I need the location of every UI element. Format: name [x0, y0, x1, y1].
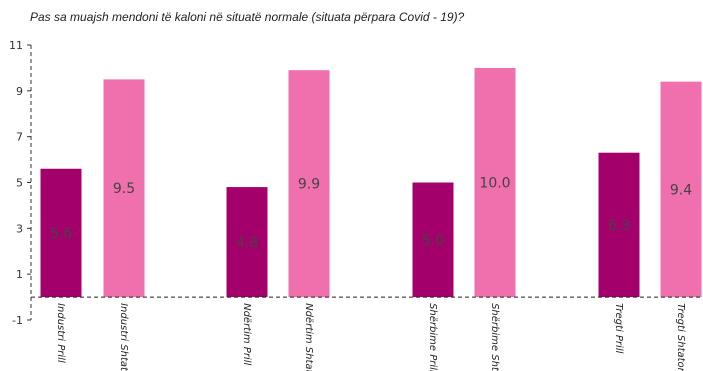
bar [412, 182, 454, 298]
chart-title: Pas sa muajsh mendoni të kaloni në situa… [30, 10, 465, 24]
y-tick-label: 11 [9, 39, 23, 52]
y-tick-label: 3 [16, 222, 23, 235]
y-tick-label: 7 [16, 131, 23, 144]
bar [40, 168, 82, 298]
y-tick-label: 1 [16, 268, 23, 281]
x-tick-label: Ndërtim Shtator [303, 303, 314, 371]
x-tick-label: Industri Shtator [118, 303, 129, 371]
bar [660, 81, 702, 298]
data-label: 5.0 [422, 233, 444, 249]
x-tick-label: Shërbime Prill [427, 303, 438, 371]
data-label: 4.8 [236, 235, 258, 251]
data-label: 10.0 [479, 176, 510, 192]
data-label: 6.3 [608, 218, 630, 234]
bar [226, 187, 268, 298]
y-tick-label: 9 [16, 85, 23, 98]
bar [598, 152, 640, 298]
bar [103, 79, 145, 298]
y-tick-label: -1 [12, 314, 23, 327]
x-tick-label: Industri Prill [55, 303, 66, 363]
data-label: 9.9 [298, 177, 320, 193]
bar [288, 70, 330, 298]
bar [474, 67, 516, 298]
data-label: 9.4 [670, 182, 692, 198]
x-tick-label: Ndërtim Prill [241, 303, 252, 365]
x-tick-label: Tregti Prill [613, 303, 624, 354]
x-tick-label: Tregti Shtator [675, 303, 686, 371]
data-label: 9.5 [113, 181, 135, 197]
data-label: 5.6 [50, 226, 72, 242]
y-tick-label: 5 [16, 177, 23, 190]
x-tick-label: Shërbime Shtato [489, 303, 500, 371]
